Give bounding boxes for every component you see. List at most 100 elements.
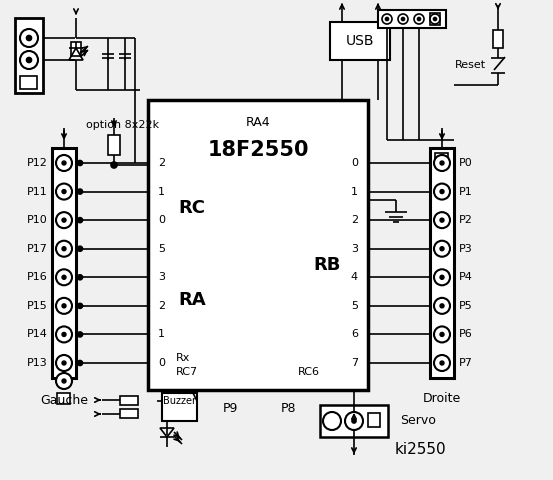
Bar (430, 148, 454, 378)
Circle shape (62, 218, 66, 222)
Circle shape (77, 217, 82, 223)
Bar (71, 42, 81, 56)
Bar (430, 13, 440, 25)
Bar (378, 10, 446, 28)
Text: P14: P14 (27, 329, 48, 339)
Circle shape (434, 183, 450, 200)
Circle shape (77, 189, 82, 194)
Circle shape (56, 212, 72, 228)
Circle shape (440, 361, 444, 365)
Circle shape (440, 304, 444, 308)
Circle shape (440, 190, 444, 193)
Text: RC7: RC7 (176, 367, 198, 377)
Bar (493, 30, 503, 48)
Bar (320, 405, 388, 437)
Circle shape (440, 276, 444, 279)
Circle shape (398, 14, 408, 24)
Text: 0: 0 (158, 215, 165, 225)
Bar (148, 100, 368, 390)
Text: P3: P3 (459, 244, 473, 254)
Text: P0: P0 (459, 158, 473, 168)
Circle shape (62, 333, 66, 336)
Circle shape (62, 276, 66, 279)
Text: P13: P13 (27, 358, 48, 368)
Circle shape (56, 355, 72, 371)
Circle shape (434, 269, 450, 285)
Text: 1: 1 (158, 329, 165, 339)
Circle shape (434, 355, 450, 371)
Bar (368, 413, 380, 427)
Circle shape (434, 240, 450, 257)
Text: Reset: Reset (455, 60, 486, 70)
Text: Gauche: Gauche (40, 394, 88, 407)
Text: 3: 3 (351, 244, 358, 254)
Text: P2: P2 (459, 215, 473, 225)
Circle shape (56, 326, 72, 342)
Text: Buzzer: Buzzer (163, 396, 196, 406)
Circle shape (385, 17, 389, 21)
Circle shape (440, 218, 444, 222)
Circle shape (56, 298, 72, 314)
Text: RA: RA (178, 291, 206, 309)
Circle shape (323, 412, 341, 430)
Circle shape (56, 269, 72, 285)
Text: RC: RC (178, 199, 205, 217)
Bar (162, 393, 197, 421)
Text: RB: RB (313, 256, 341, 274)
Text: P16: P16 (27, 272, 48, 282)
Bar (15, 18, 43, 93)
Text: P5: P5 (459, 301, 473, 311)
Bar (120, 396, 138, 405)
Circle shape (77, 332, 82, 337)
Text: 2: 2 (351, 215, 358, 225)
Text: P6: P6 (459, 329, 473, 339)
Text: USB: USB (346, 34, 374, 48)
Bar (57, 393, 70, 404)
Circle shape (62, 304, 66, 308)
Bar (20, 76, 37, 89)
Text: 3: 3 (158, 272, 165, 282)
Text: 4: 4 (351, 272, 358, 282)
Circle shape (401, 17, 404, 21)
Circle shape (77, 303, 82, 308)
Circle shape (56, 373, 72, 389)
Text: 5: 5 (158, 244, 165, 254)
Circle shape (62, 161, 66, 165)
Text: P7: P7 (459, 358, 473, 368)
Text: 7: 7 (351, 358, 358, 368)
Circle shape (56, 240, 72, 257)
Circle shape (382, 14, 392, 24)
Circle shape (77, 360, 82, 365)
Circle shape (111, 162, 117, 168)
Text: Droite: Droite (423, 392, 461, 405)
Circle shape (77, 160, 82, 166)
Circle shape (62, 190, 66, 193)
Text: P12: P12 (27, 158, 48, 168)
Bar (52, 148, 76, 378)
Text: P15: P15 (27, 301, 48, 311)
Circle shape (440, 333, 444, 336)
Text: option 8x22k: option 8x22k (86, 120, 159, 130)
Text: P4: P4 (459, 272, 473, 282)
Circle shape (418, 17, 420, 21)
Bar (435, 153, 448, 166)
Circle shape (62, 361, 66, 365)
Circle shape (440, 247, 444, 251)
Circle shape (434, 212, 450, 228)
Circle shape (27, 36, 32, 40)
Circle shape (20, 51, 38, 69)
Circle shape (62, 379, 66, 383)
Text: 0: 0 (351, 158, 358, 168)
Circle shape (434, 17, 436, 21)
Bar (330, 22, 390, 60)
Text: Servo: Servo (400, 415, 436, 428)
Text: Rx: Rx (176, 353, 190, 363)
Text: 18F2550: 18F2550 (207, 140, 309, 160)
Text: 5: 5 (351, 301, 358, 311)
Text: P8: P8 (280, 401, 296, 415)
Text: 1: 1 (158, 187, 165, 197)
Bar (120, 409, 138, 418)
Text: RC6: RC6 (298, 367, 320, 377)
Circle shape (430, 14, 440, 24)
Text: P10: P10 (27, 215, 48, 225)
